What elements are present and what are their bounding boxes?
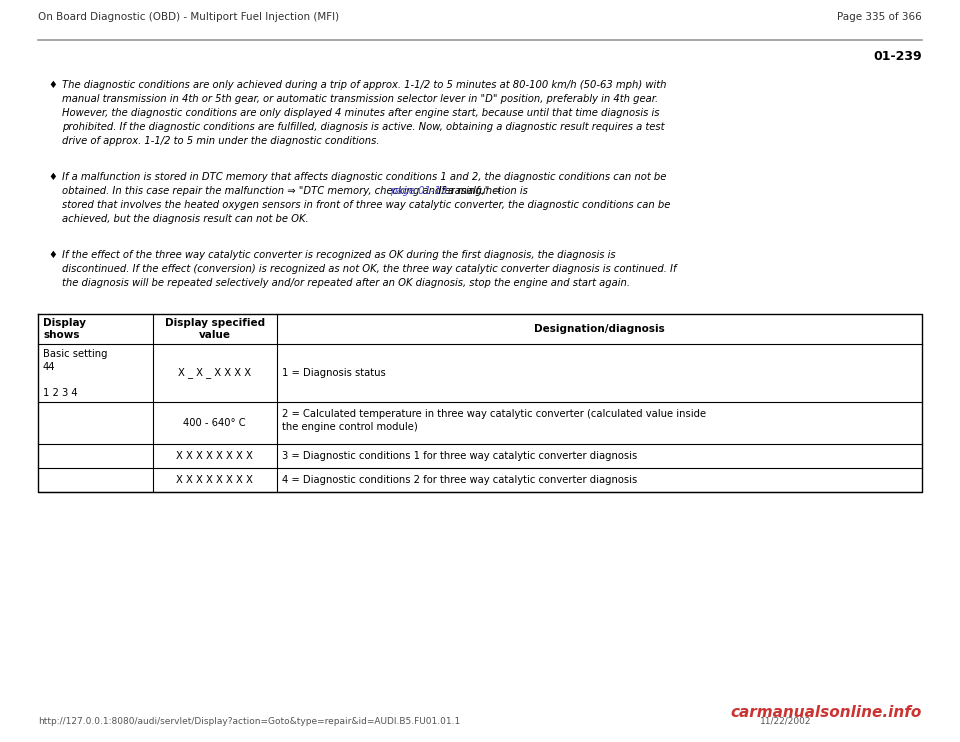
Text: 11/22/2002: 11/22/2002 xyxy=(760,717,811,726)
Text: Basic setting: Basic setting xyxy=(43,349,108,359)
Text: carmanualsonline.info: carmanualsonline.info xyxy=(731,705,922,720)
Text: manual transmission in 4th or 5th gear, or automatic transmission selector lever: manual transmission in 4th or 5th gear, … xyxy=(62,94,659,104)
Text: ♦: ♦ xyxy=(48,80,57,90)
Text: 1 = Diagnosis status: 1 = Diagnosis status xyxy=(281,368,385,378)
Text: Display specified
value: Display specified value xyxy=(165,318,265,340)
Text: 400 - 640° C: 400 - 640° C xyxy=(183,418,246,428)
Text: Page 335 of 366: Page 335 of 366 xyxy=(837,12,922,22)
Text: If the effect of the three way catalytic converter is recognized as OK during th: If the effect of the three way catalytic… xyxy=(62,250,615,260)
Text: However, the diagnostic conditions are only displayed 4 minutes after engine sta: However, the diagnostic conditions are o… xyxy=(62,108,660,118)
Text: Designation/diagnosis: Designation/diagnosis xyxy=(534,324,664,334)
Text: the diagnosis will be repeated selectively and/or repeated after an OK diagnosis: the diagnosis will be repeated selective… xyxy=(62,278,630,288)
Text: drive of approx. 1-1/2 to 5 min under the diagnostic conditions.: drive of approx. 1-1/2 to 5 min under th… xyxy=(62,136,379,146)
Text: discontinued. If the effect (conversion) is recognized as not OK, the three way : discontinued. If the effect (conversion)… xyxy=(62,264,677,274)
Text: http://127.0.0.1:8080/audi/servlet/Display?action=Goto&type=repair&id=AUDI.B5.FU: http://127.0.0.1:8080/audi/servlet/Displ… xyxy=(38,717,460,726)
Text: stored that involves the heated oxygen sensors in front of three way catalytic c: stored that involves the heated oxygen s… xyxy=(62,200,670,210)
Text: 1 2 3 4: 1 2 3 4 xyxy=(43,388,78,398)
Text: The diagnostic conditions are only achieved during a trip of approx. 1-1/2 to 5 : The diagnostic conditions are only achie… xyxy=(62,80,666,90)
Text: page 01-13: page 01-13 xyxy=(391,186,447,196)
Text: If a malfunction is stored in DTC memory that affects diagnostic conditions 1 an: If a malfunction is stored in DTC memory… xyxy=(62,172,666,182)
Text: obtained. In this case repair the malfunction ⇒ "DTC memory, checking and erasin: obtained. In this case repair the malfun… xyxy=(62,186,504,196)
Text: 44: 44 xyxy=(43,362,56,372)
Text: 2 = Calculated temperature in three way catalytic converter (calculated value in: 2 = Calculated temperature in three way … xyxy=(281,409,706,419)
Text: . If a malfunction is: . If a malfunction is xyxy=(429,186,528,196)
Text: On Board Diagnostic (OBD) - Multiport Fuel Injection (MFI): On Board Diagnostic (OBD) - Multiport Fu… xyxy=(38,12,339,22)
Text: Display
shows: Display shows xyxy=(43,318,86,340)
Text: the engine control module): the engine control module) xyxy=(281,422,418,432)
Text: 01-239: 01-239 xyxy=(874,50,922,63)
Text: ♦: ♦ xyxy=(48,172,57,182)
Text: X _ X _ X X X X: X _ X _ X X X X xyxy=(179,367,252,378)
Text: achieved, but the diagnosis result can not be OK.: achieved, but the diagnosis result can n… xyxy=(62,214,308,224)
Text: 4 = Diagnostic conditions 2 for three way catalytic converter diagnosis: 4 = Diagnostic conditions 2 for three wa… xyxy=(281,475,636,485)
Text: prohibited. If the diagnostic conditions are fulfilled, diagnosis is active. Now: prohibited. If the diagnostic conditions… xyxy=(62,122,664,132)
Text: X X X X X X X X: X X X X X X X X xyxy=(177,475,253,485)
Text: X X X X X X X X: X X X X X X X X xyxy=(177,451,253,461)
Text: 3 = Diagnostic conditions 1 for three way catalytic converter diagnosis: 3 = Diagnostic conditions 1 for three wa… xyxy=(281,451,636,461)
Text: ♦: ♦ xyxy=(48,250,57,260)
